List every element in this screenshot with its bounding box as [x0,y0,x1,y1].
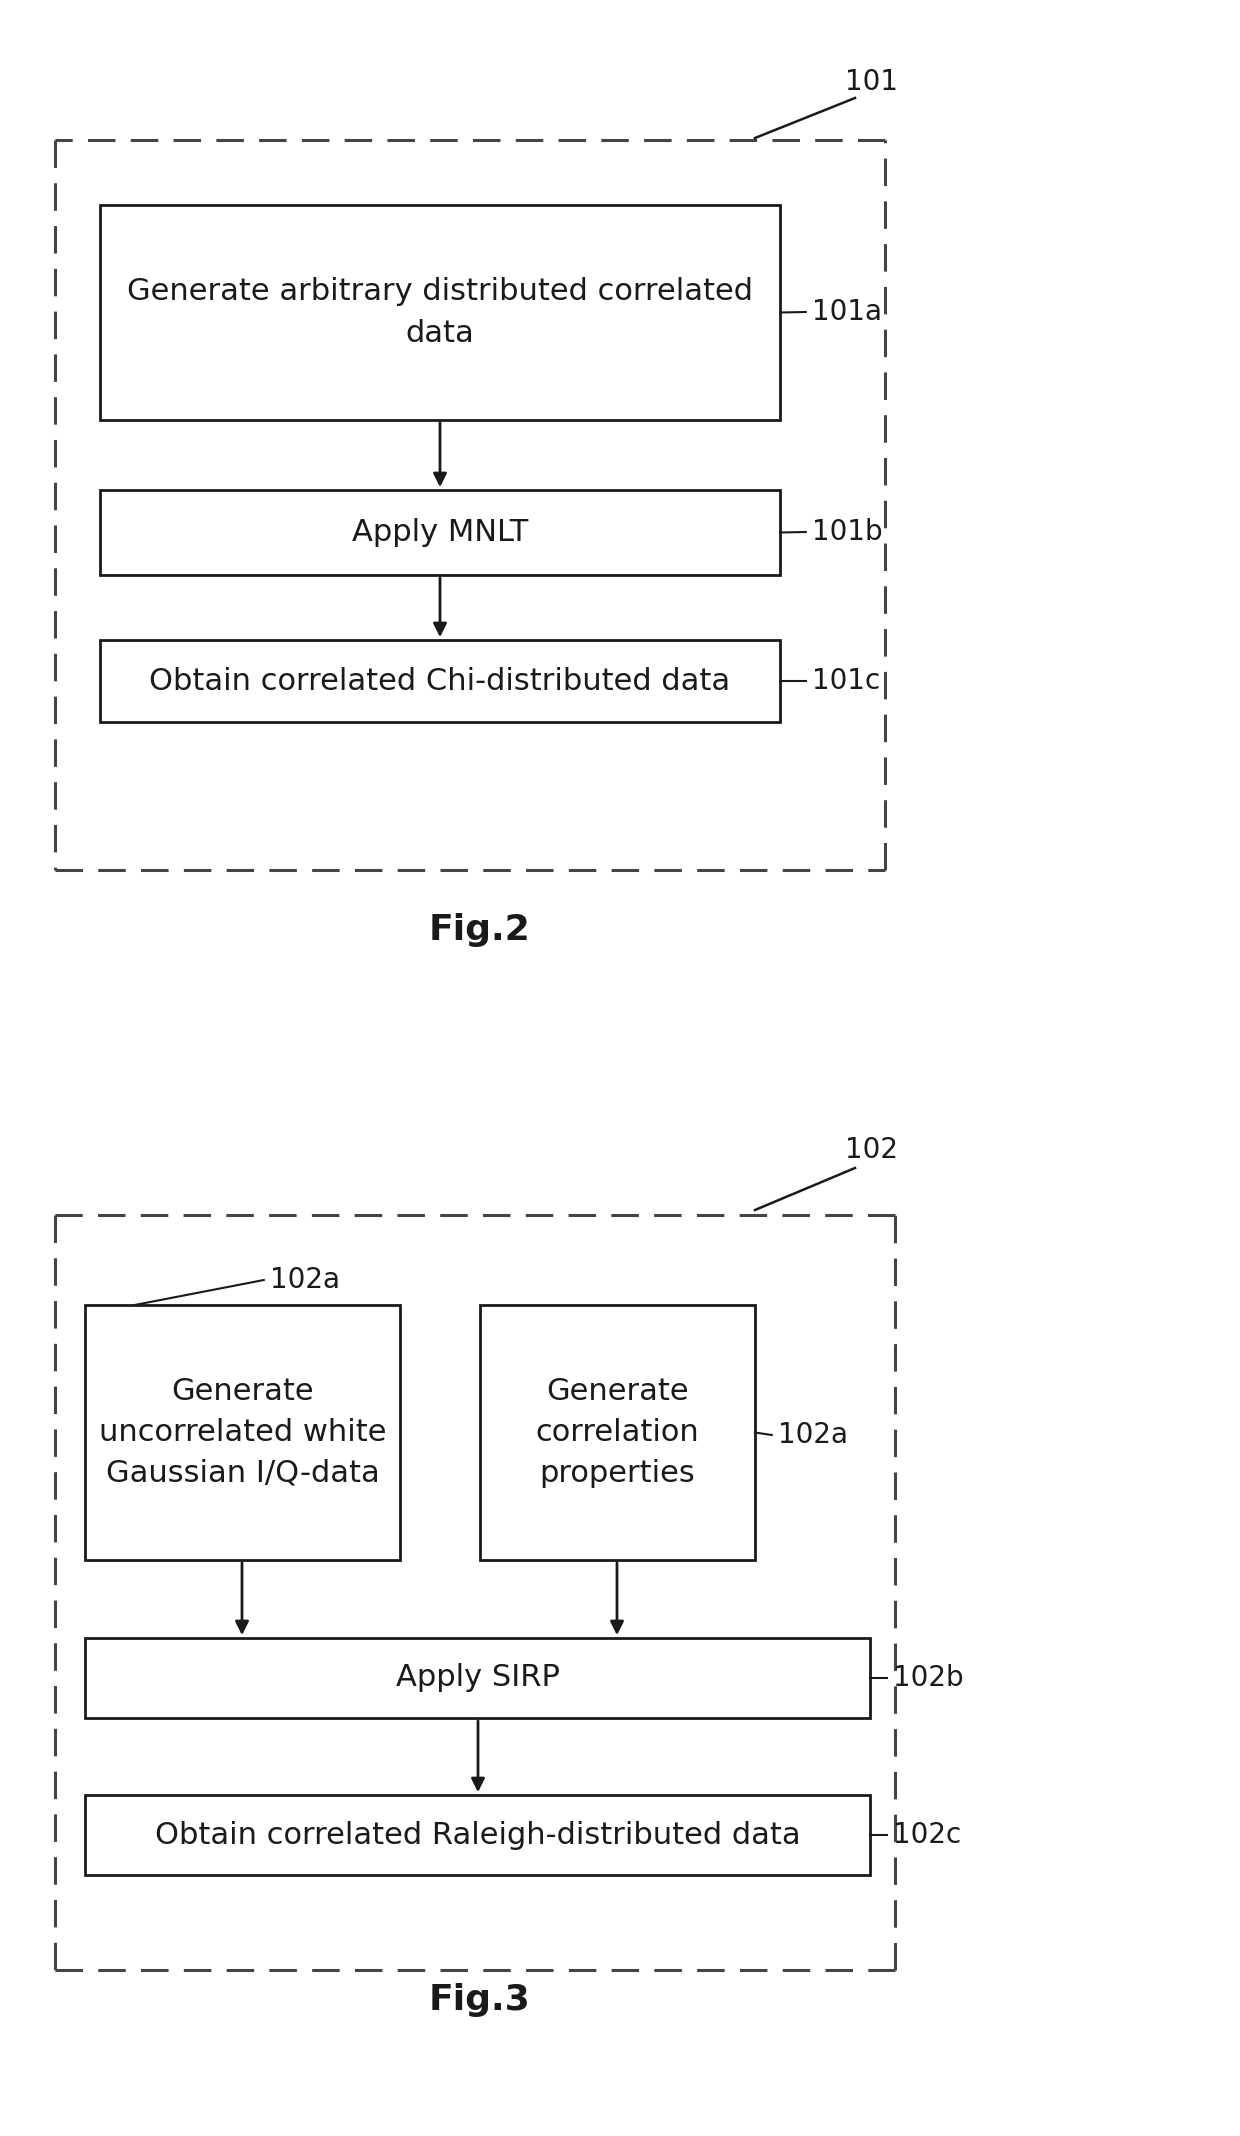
Text: 101c: 101c [812,666,880,694]
Text: Obtain correlated Raleigh-distributed data: Obtain correlated Raleigh-distributed da… [155,1820,800,1850]
Bar [86,1638,870,1717]
Text: 101a: 101a [812,299,882,327]
Text: 102: 102 [844,1136,898,1164]
Text: Fig.2: Fig.2 [429,912,531,946]
Bar [480,1305,755,1559]
Text: 101b: 101b [812,519,883,547]
Text: Fig.3: Fig.3 [429,1982,531,2016]
Text: 102a: 102a [777,1420,848,1448]
Text: 102a: 102a [270,1267,340,1294]
Bar [86,1794,870,1875]
Text: Apply MNLT: Apply MNLT [352,519,528,547]
Text: 102b: 102b [893,1664,963,1692]
Text: Generate
correlation
properties: Generate correlation properties [536,1378,699,1487]
Bar [86,1305,401,1559]
Bar [100,489,780,575]
Bar [100,205,780,421]
Text: Generate
uncorrelated white
Gaussian I/Q-data: Generate uncorrelated white Gaussian I/Q… [99,1378,386,1487]
Text: Generate arbitrary distributed correlated
data: Generate arbitrary distributed correlate… [126,276,753,348]
Text: Obtain correlated Chi-distributed data: Obtain correlated Chi-distributed data [150,666,730,696]
Text: 102c: 102c [893,1822,961,1850]
Bar [100,641,780,722]
Text: 101: 101 [844,68,898,96]
Text: Apply SIRP: Apply SIRP [396,1664,559,1692]
